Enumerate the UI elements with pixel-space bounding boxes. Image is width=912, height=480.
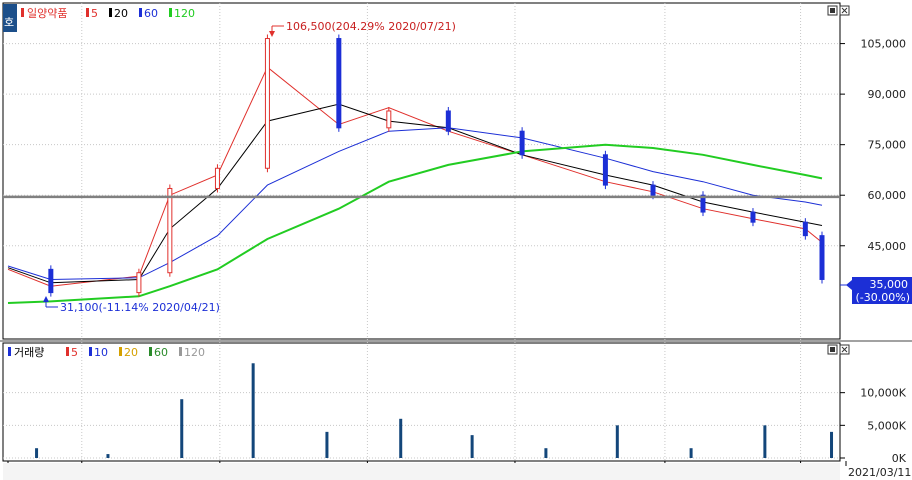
down-arrow-icon [269, 31, 275, 37]
candles [48, 34, 825, 297]
legend-marker [169, 8, 172, 17]
low-annotation: 31,100(-11.14% 2020/04/21) [43, 296, 220, 314]
maximize-icon-inner [830, 347, 835, 352]
side-tab[interactable] [3, 4, 17, 32]
volume-legend: 거래량 5 10 20 60 120 [8, 346, 205, 359]
price-panel-frame [2, 2, 841, 340]
volume-bar [615, 425, 619, 458]
candle [336, 38, 342, 129]
candle [214, 167, 220, 189]
price-tick-label: 105,000 [861, 38, 907, 51]
candle [386, 110, 392, 129]
candle [650, 184, 656, 196]
legend-entry: 10 [94, 346, 108, 359]
side-tab-label: 호 [4, 16, 14, 29]
volume-tick-label: 5,000K [867, 419, 906, 432]
legend-marker [109, 8, 112, 17]
volume-panel-title: 거래량 [14, 346, 44, 359]
legend-entry: 120 [184, 346, 205, 359]
low-annotation-text: 31,100(-11.14% 2020/04/21) [60, 301, 220, 314]
close-icon-stroke [841, 7, 848, 14]
legend-entry: 5 [91, 7, 98, 20]
legend-marker [8, 347, 11, 356]
volume-tick-label: 10,000K [860, 387, 906, 400]
price-legend: 호 일양약품 5 20 60 120 [3, 4, 195, 32]
close-icon-stroke [841, 346, 848, 353]
volume-bar [106, 454, 110, 458]
legend-marker [139, 8, 142, 17]
volume-bar [399, 418, 403, 458]
legend-entry: 60 [144, 7, 158, 20]
candle [167, 187, 173, 274]
last-price-background [852, 277, 912, 304]
up-arrow-icon [43, 296, 49, 302]
volume-tick-label: 0K [892, 452, 907, 465]
price-tick-label: 75,000 [868, 139, 907, 152]
volume-bar [544, 448, 548, 458]
volume-bar [470, 435, 474, 458]
legend-marker [119, 347, 122, 356]
volume-panel-buttons [827, 344, 850, 355]
price-panel-buttons [827, 5, 850, 16]
left-arrow-icon [846, 280, 852, 290]
price-tick-label: 60,000 [868, 189, 907, 202]
volume-bar [830, 431, 834, 458]
candle [750, 211, 756, 223]
ma-line-60 [7, 127, 823, 281]
legend-entry: 20 [114, 7, 128, 20]
legend-marker [179, 347, 182, 356]
last-price-value: 35,000 [870, 278, 909, 291]
legend-entry: 60 [154, 346, 168, 359]
candle [136, 272, 142, 294]
candle [602, 154, 608, 186]
legend-entry: 20 [124, 346, 138, 359]
volume-bars [35, 363, 834, 458]
legend-marker [149, 347, 152, 356]
legend-marker [66, 347, 69, 356]
price-panel-title: 일양약품 [27, 6, 67, 20]
candle [519, 130, 525, 156]
legend-marker [86, 8, 89, 17]
last-price-box: 35,000 (-30.00%) [840, 277, 912, 304]
maximize-icon-inner [830, 8, 835, 13]
volume-bar [325, 431, 329, 458]
candle [48, 268, 54, 294]
ma-line-5 [7, 66, 823, 287]
candle [819, 235, 825, 280]
horizontal-scrollbar[interactable] [3, 463, 840, 480]
volume-bar [251, 363, 255, 458]
x-tick-label: 2021/03/11 [848, 466, 911, 479]
scrollbar-track[interactable] [3, 463, 840, 480]
volume-bar [689, 448, 693, 458]
high-annotation: 106,500(204.29% 2020/07/21) [269, 20, 456, 37]
volume-bar [35, 448, 39, 458]
legend-entry: 5 [71, 346, 78, 359]
volume-panel-frame [2, 342, 841, 462]
candle [700, 194, 706, 213]
price-tick-label: 90,000 [868, 88, 907, 101]
volume-bar [180, 399, 184, 458]
price-tick-label: 45,000 [868, 240, 907, 253]
last-price-change: (-30.00%) [856, 291, 911, 304]
candle [445, 110, 451, 132]
candle [802, 221, 808, 237]
ma-line-120 [7, 143, 823, 304]
high-annotation-text: 106,500(204.29% 2020/07/21) [286, 20, 456, 33]
volume-bar [763, 425, 767, 458]
legend-marker [21, 8, 24, 17]
legend-marker [89, 347, 92, 356]
candle [264, 38, 270, 169]
legend-entry: 120 [174, 7, 195, 20]
ma-line-20 [7, 103, 823, 284]
